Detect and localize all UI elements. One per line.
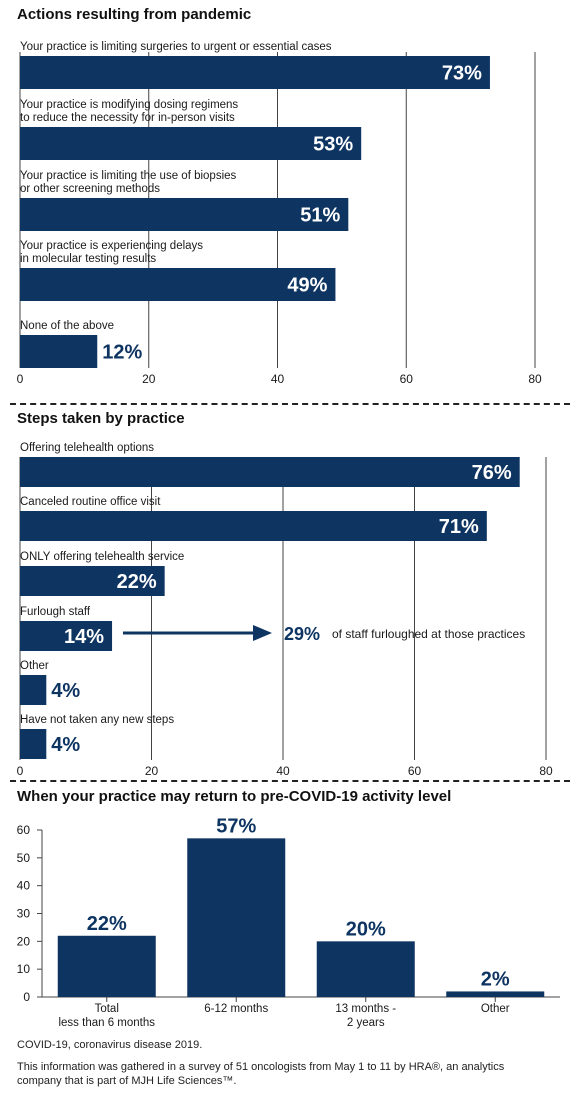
category-label: 6-12 months bbox=[204, 1003, 268, 1015]
x-tick-label: 60 bbox=[400, 372, 414, 386]
data-label: 53% bbox=[313, 134, 353, 156]
chart3-title: When your practice may return to pre-COV… bbox=[17, 788, 452, 805]
data-label: 22% bbox=[87, 913, 127, 935]
bar bbox=[20, 268, 336, 301]
bar bbox=[187, 838, 286, 997]
bar bbox=[20, 457, 520, 487]
y-tick-label: 30 bbox=[17, 907, 31, 921]
category-label: in molecular testing results bbox=[20, 253, 156, 265]
section-divider-1 bbox=[10, 403, 570, 405]
data-label: 71% bbox=[439, 516, 479, 538]
category-label: to reduce the necessity for in-person vi… bbox=[20, 112, 235, 124]
bar bbox=[57, 935, 156, 997]
category-label: Other bbox=[20, 660, 49, 672]
data-label: 14% bbox=[64, 626, 104, 648]
category-label: Other bbox=[481, 1003, 510, 1015]
data-label: 20% bbox=[346, 918, 386, 940]
category-label: None of the above bbox=[20, 320, 114, 332]
category-label: Canceled routine office visit bbox=[20, 496, 161, 508]
category-label: Furlough staff bbox=[20, 606, 91, 618]
category-label: Your practice is experiencing delays bbox=[20, 240, 203, 252]
return-chart: 0 10 20 30 40 50 60 22% Total less than 6 months 5… bbox=[17, 815, 560, 1029]
data-label: 73% bbox=[442, 63, 482, 85]
actions-chart: 0 20 40 60 80 Your practice is limiting surge… bbox=[17, 41, 542, 386]
bar bbox=[20, 511, 487, 541]
data-label: 4% bbox=[51, 680, 80, 702]
annotation-value: 29% bbox=[284, 624, 320, 644]
x-tick-label: 40 bbox=[276, 764, 290, 778]
category-label: or other screening methods bbox=[20, 183, 160, 195]
category-label: 2 years bbox=[347, 1017, 385, 1029]
chart2-title: Steps taken by practice bbox=[17, 410, 185, 427]
category-label: Have not taken any new steps bbox=[20, 714, 174, 726]
data-label: 22% bbox=[117, 571, 157, 593]
annotation-arrow-head bbox=[253, 625, 272, 641]
chart1-title: Actions resulting from pandemic bbox=[17, 6, 252, 23]
data-label: 51% bbox=[300, 205, 340, 227]
data-label: 4% bbox=[51, 734, 80, 756]
x-tick-label: 80 bbox=[539, 764, 553, 778]
x-tick-label: 0 bbox=[17, 764, 24, 778]
x-tick-label: 20 bbox=[145, 764, 159, 778]
section-divider-2 bbox=[10, 780, 570, 782]
category-label: Total bbox=[95, 1003, 119, 1015]
category-label: less than 6 months bbox=[58, 1017, 155, 1029]
footnote-abbrev: COVID-19, coronavirus disease 2019. bbox=[17, 1039, 203, 1051]
bar bbox=[20, 675, 47, 705]
category-label: Offering telehealth options bbox=[20, 442, 154, 454]
steps-chart: 0 20 40 60 80 Offering telehealth options 76% C… bbox=[17, 442, 553, 778]
bar bbox=[20, 198, 349, 231]
y-tick-label: 50 bbox=[17, 851, 31, 865]
category-label: 13 months - bbox=[335, 1003, 396, 1015]
data-label: 57% bbox=[216, 815, 256, 837]
bar bbox=[20, 56, 490, 89]
x-tick-label: 80 bbox=[528, 372, 542, 386]
x-tick-label: 40 bbox=[271, 372, 285, 386]
y-tick-label: 20 bbox=[17, 934, 31, 948]
x-tick-label: 20 bbox=[142, 372, 156, 386]
y-tick-label: 60 bbox=[17, 823, 31, 837]
category-label: Your practice is limiting surgeries to u… bbox=[20, 41, 332, 53]
footnote-source-1: This information was gathered in a surve… bbox=[17, 1061, 505, 1073]
bar bbox=[20, 729, 47, 759]
bar bbox=[446, 991, 545, 997]
data-label: 49% bbox=[287, 275, 327, 297]
category-label: ONLY offering telehealth service bbox=[20, 551, 184, 563]
bar bbox=[20, 127, 362, 160]
bar bbox=[20, 335, 98, 368]
bar bbox=[316, 941, 415, 997]
x-tick-label: 60 bbox=[408, 764, 422, 778]
footnote-source-2: company that is part of MJH Life Science… bbox=[17, 1075, 237, 1087]
y-tick-label: 40 bbox=[17, 879, 31, 893]
data-label: 12% bbox=[102, 342, 142, 364]
bar bbox=[20, 621, 113, 651]
category-label: Your practice is modifying dosing regime… bbox=[20, 99, 238, 111]
annotation-text: of staff furloughed at those practices bbox=[332, 627, 525, 641]
bar bbox=[20, 566, 165, 596]
data-label: 76% bbox=[472, 462, 512, 484]
data-label: 2% bbox=[481, 968, 510, 990]
x-tick-label: 0 bbox=[17, 372, 24, 386]
y-tick-label: 10 bbox=[17, 962, 31, 976]
category-label: Your practice is limiting the use of bio… bbox=[20, 170, 237, 182]
y-tick-label: 0 bbox=[23, 990, 30, 1004]
